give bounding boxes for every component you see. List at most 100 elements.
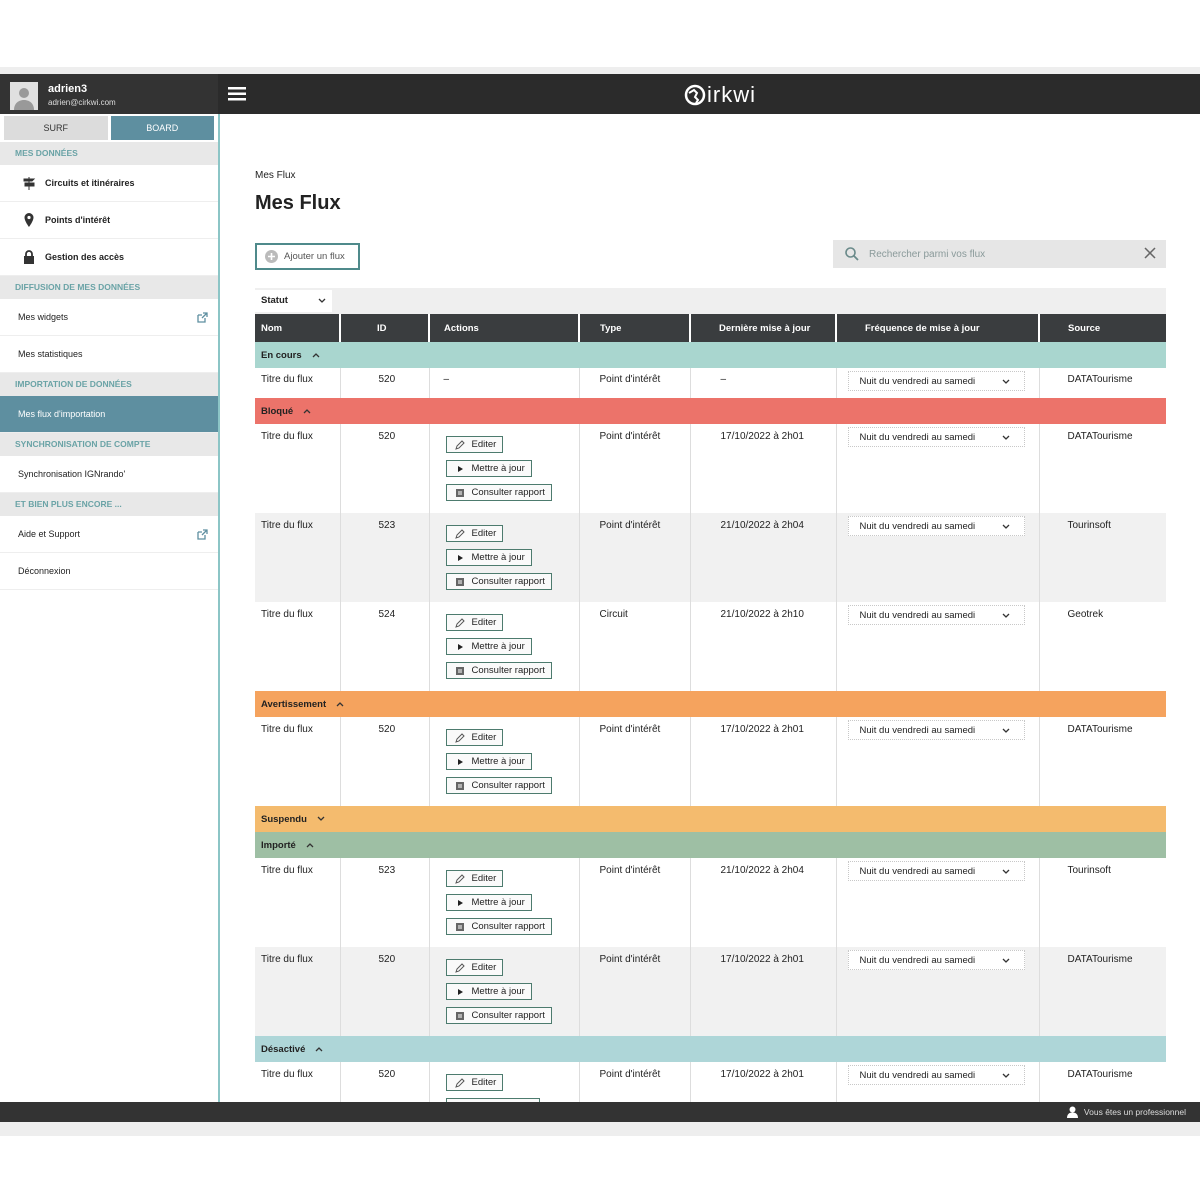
frequency-select[interactable]: Nuit du vendredi au samedi bbox=[847, 605, 1025, 625]
status-filter-label: Statut bbox=[261, 295, 288, 306]
nav-item[interactable]: Circuits et itinéraires bbox=[0, 165, 218, 202]
action-button[interactable]: Editer bbox=[445, 525, 504, 542]
group-row[interactable]: En cours bbox=[255, 342, 1166, 368]
status-filter[interactable]: Statut bbox=[255, 290, 332, 312]
flux-frequency: Nuit du vendredi au samedi bbox=[835, 717, 1039, 806]
action-button[interactable]: Mettre à jour bbox=[445, 549, 532, 566]
group-row[interactable]: Importé bbox=[255, 832, 1166, 858]
action-button[interactable]: Consulter rapport bbox=[445, 918, 552, 935]
column-header: Actions bbox=[428, 314, 579, 342]
action-label: Consulter rapport bbox=[471, 1010, 545, 1021]
footer: Vous êtes un professionnel bbox=[0, 1102, 1200, 1122]
frequency-select[interactable]: Nuit du vendredi au samedi bbox=[847, 861, 1025, 881]
group-row[interactable]: Suspendu bbox=[255, 806, 1166, 832]
nav-label: Gestion des accès bbox=[45, 252, 125, 262]
action-button[interactable]: Mettre à jour bbox=[445, 638, 532, 655]
frequency-select[interactable]: Nuit du vendredi au samedi bbox=[847, 371, 1025, 391]
play-icon bbox=[457, 758, 463, 765]
menu-button[interactable] bbox=[228, 87, 246, 101]
action-wrap: Consulter rapport bbox=[436, 775, 573, 799]
action-button[interactable]: Consulter rapport bbox=[445, 573, 552, 590]
tabs: SURF BOARD bbox=[0, 114, 218, 142]
action-wrap: Mettre à jour bbox=[436, 547, 573, 571]
user-box[interactable]: adrien3 adrien@cirkwi.com bbox=[0, 74, 218, 114]
action-button[interactable]: Consulter rapport bbox=[445, 484, 552, 501]
nav-item[interactable]: Mes flux d'importation bbox=[0, 396, 218, 433]
flux-name: Titre du flux bbox=[255, 947, 340, 1036]
pro-link[interactable]: Vous êtes un professionnel bbox=[1066, 1106, 1186, 1118]
action-button[interactable]: Editer bbox=[445, 729, 504, 746]
top-strip bbox=[0, 67, 1200, 74]
action-wrap: Editer bbox=[436, 727, 573, 751]
search-box[interactable]: Rechercher parmi vos flux bbox=[833, 240, 1166, 268]
logo[interactable]: irkwi bbox=[684, 82, 756, 108]
clear-icon[interactable] bbox=[1144, 247, 1156, 259]
column-header: ID bbox=[339, 314, 429, 342]
action-wrap: Consulter rapport bbox=[436, 1005, 573, 1029]
action-button[interactable]: Mettre à jour bbox=[445, 983, 532, 1000]
report-icon bbox=[455, 781, 464, 790]
chevron bbox=[1002, 613, 1009, 618]
play-icon bbox=[457, 465, 463, 472]
action-button[interactable]: Mettre à jour bbox=[445, 753, 532, 770]
action-button[interactable]: Editer bbox=[445, 614, 504, 631]
action-label: Mettre à jour bbox=[471, 641, 525, 652]
action-button[interactable]: Editer bbox=[445, 1074, 504, 1091]
action-label: Consulter rapport bbox=[471, 780, 545, 791]
action-button[interactable]: Mettre à jour bbox=[445, 894, 532, 911]
group-row[interactable]: Désactivé bbox=[255, 1036, 1166, 1062]
action-wrap: Editer bbox=[436, 612, 573, 636]
nav-item[interactable]: Mes widgets bbox=[0, 299, 218, 336]
chevron bbox=[1002, 435, 1009, 440]
breadcrumb[interactable]: Mes Flux bbox=[255, 170, 296, 181]
action-button[interactable]: Mettre à jour bbox=[445, 460, 532, 477]
chevron bbox=[1002, 1073, 1009, 1078]
external-link-icon bbox=[197, 528, 208, 540]
group-cell: Suspendu bbox=[255, 806, 1166, 832]
frequency-select[interactable]: Nuit du vendredi au samedi bbox=[847, 516, 1025, 536]
action-wrap: Mettre à jour bbox=[436, 892, 573, 916]
frequency-select[interactable]: Nuit du vendredi au samedi bbox=[847, 1065, 1025, 1085]
chevron bbox=[336, 701, 344, 706]
action-button[interactable]: Editer bbox=[445, 959, 504, 976]
nav-item[interactable]: Mes statistiques bbox=[0, 336, 218, 373]
add-label: Ajouter un flux bbox=[284, 251, 345, 262]
action-label: Consulter rapport bbox=[471, 487, 545, 498]
group-row[interactable]: Bloqué bbox=[255, 398, 1166, 424]
nav-item[interactable]: Gestion des accès bbox=[0, 239, 218, 276]
action-button[interactable]: Consulter rapport bbox=[445, 662, 552, 679]
frequency-select[interactable]: Nuit du vendredi au samedi bbox=[847, 950, 1025, 970]
action-wrap: Consulter rapport bbox=[436, 660, 573, 684]
nav-item[interactable]: Aide et Support bbox=[0, 516, 218, 553]
nav-label: Aide et Support bbox=[18, 529, 81, 539]
edit-icon bbox=[454, 528, 465, 539]
tab[interactable]: BOARD bbox=[110, 116, 214, 140]
tab[interactable]: SURF bbox=[4, 116, 108, 140]
flux-actions: Editer Mettre à jour Consulter rapport bbox=[428, 424, 579, 513]
add-button[interactable]: Ajouter un flux bbox=[255, 243, 360, 270]
action-wrap: Editer bbox=[436, 1072, 573, 1096]
flux-frequency: Nuit du vendredi au samedi bbox=[835, 858, 1039, 947]
route-icon bbox=[23, 177, 36, 190]
frequency-select[interactable]: Nuit du vendredi au samedi bbox=[847, 427, 1025, 447]
action-label: Editer bbox=[471, 528, 497, 539]
group-row[interactable]: Avertissement bbox=[255, 691, 1166, 717]
pin-icon bbox=[24, 213, 34, 227]
section-title: DIFFUSION DE MES DONNÉES bbox=[0, 276, 218, 299]
nav-item[interactable]: Points d'intérêt bbox=[0, 202, 218, 239]
nav-item[interactable]: Déconnexion bbox=[0, 553, 218, 590]
sidebar: SURF BOARD MES DONNÉES Circuits et itinéra… bbox=[0, 114, 220, 1102]
action-wrap: Editer bbox=[436, 868, 573, 892]
nav-label: Synchronisation IGNrando' bbox=[18, 469, 126, 479]
action-button[interactable]: Editer bbox=[445, 436, 504, 453]
flux-frequency: Nuit du vendredi au samedi bbox=[835, 368, 1039, 398]
main: Mes Flux Mes Flux Ajouter un flux Recher… bbox=[220, 114, 1200, 1134]
frequency-select[interactable]: Nuit du vendredi au samedi bbox=[847, 720, 1025, 740]
nav-item[interactable]: Synchronisation IGNrando' bbox=[0, 456, 218, 493]
flux-table: Nom ID Actions Type Dernière mise à jour Fréq… bbox=[255, 314, 1166, 1134]
action-button[interactable]: Consulter rapport bbox=[445, 777, 552, 794]
flux-updated: 21/10/2022 à 2h10 bbox=[689, 602, 836, 691]
flux-updated: 17/10/2022 à 2h01 bbox=[689, 947, 836, 1036]
action-button[interactable]: Consulter rapport bbox=[445, 1007, 552, 1024]
action-button[interactable]: Editer bbox=[445, 870, 504, 887]
